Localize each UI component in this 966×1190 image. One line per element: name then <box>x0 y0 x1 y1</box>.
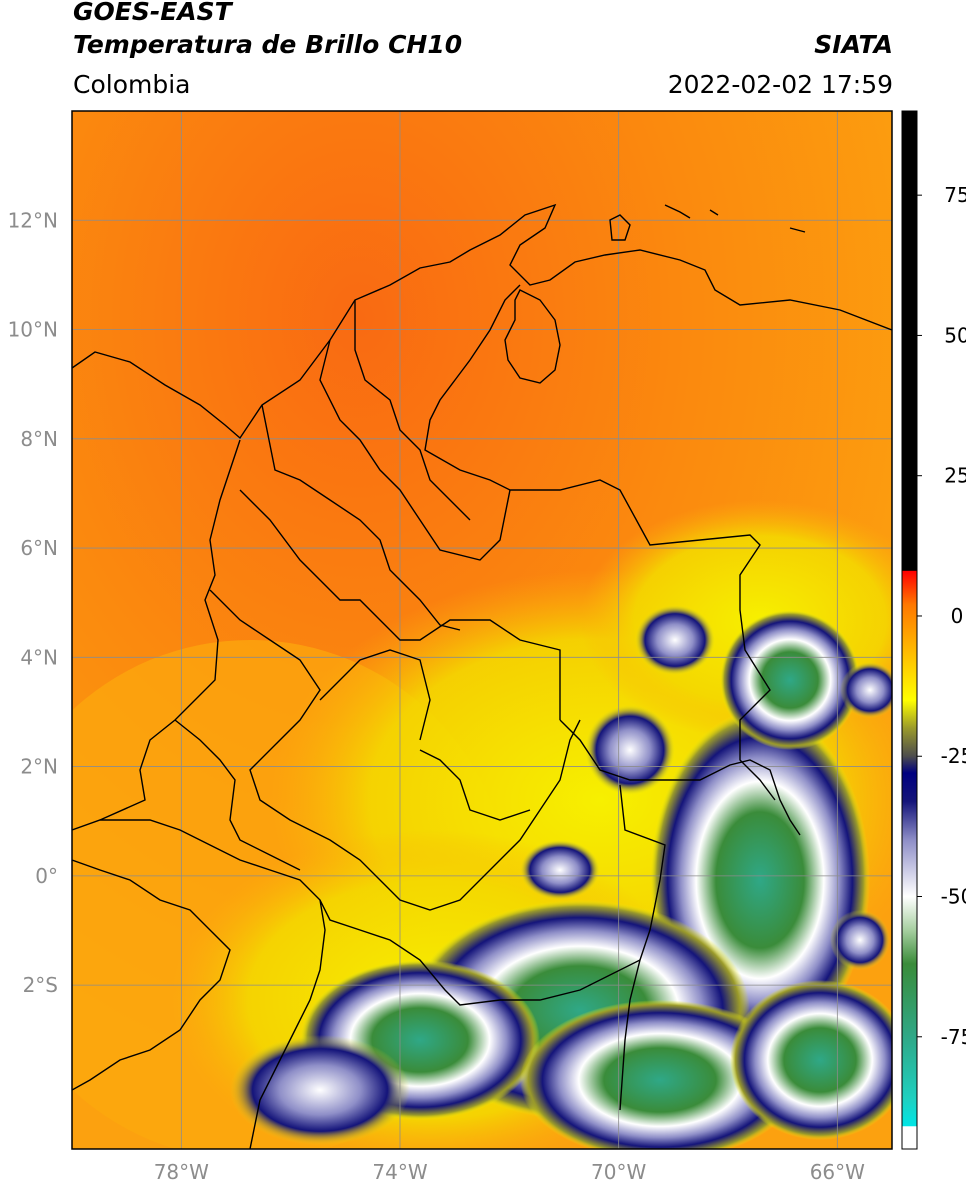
colorbar: 75 50 25 0 -25 -50 -75 <box>901 110 966 1150</box>
southern-border <box>619 784 666 1111</box>
internal-2 <box>319 339 511 561</box>
lat-tick-label: 6°N <box>20 536 58 560</box>
colorbar-tick-label: 0 <box>951 604 964 628</box>
lat-tick-label: 12°N <box>8 208 58 232</box>
lat-tick-label: 2°S <box>23 973 58 997</box>
islands <box>664 204 806 233</box>
lon-tick-label: 70°W <box>591 1160 646 1184</box>
lat-tick-label: 4°N <box>20 645 58 669</box>
colorbar-tick-label: 75 <box>944 183 966 207</box>
colorbar-tick-label: -50 <box>941 885 966 909</box>
colorbar-tick-label: -75 <box>941 1025 966 1049</box>
internal-7 <box>354 300 471 521</box>
pacific-coast <box>99 439 241 821</box>
colombia-brazil-border <box>559 719 801 836</box>
lake-maracaibo <box>504 289 561 384</box>
colorbar-tick-label: 50 <box>944 323 966 347</box>
internal-4 <box>209 589 581 911</box>
satellite-title: GOES-EAST <box>73 0 232 26</box>
lon-tick-label: 78°W <box>154 1160 209 1184</box>
internal-1 <box>261 404 461 631</box>
agency-label: SIATA <box>814 30 893 59</box>
map-frame <box>71 110 893 1150</box>
brightness-field <box>72 111 892 1149</box>
ecuador-coast <box>72 859 231 1091</box>
colorbar-tick-label: -25 <box>941 744 966 768</box>
boundaries <box>72 203 892 1149</box>
colorbar-tick-label: 25 <box>944 464 966 488</box>
colorbar-ticks: 75 50 25 0 -25 -50 -75 <box>917 183 966 1049</box>
longitude-ticks: 78°W 74°W 70°W 66°W <box>154 1160 865 1184</box>
internal-5 <box>419 749 531 821</box>
peru-coast <box>249 899 326 1149</box>
lat-tick-label: 8°N <box>20 427 58 451</box>
internal-8 <box>319 649 431 741</box>
colombia-venezuela-border <box>424 284 776 801</box>
lat-tick-label: 0° <box>35 864 58 888</box>
internal-6 <box>174 719 301 871</box>
colorbar-ramp <box>901 110 918 1150</box>
lat-tick-label: 10°N <box>8 318 58 342</box>
lon-tick-label: 66°W <box>810 1160 865 1184</box>
product-title: Temperatura de Brillo CH10 <box>73 30 463 59</box>
internal-3 <box>239 489 561 720</box>
region-label: Colombia <box>73 70 191 99</box>
graticule <box>72 111 892 1149</box>
peru-border <box>72 819 641 1006</box>
latitude-ticks: 12°N 10°N 8°N 6°N 4°N 2°N 0° 2°S <box>8 208 58 997</box>
aruba-curacao <box>609 214 631 241</box>
caribbean-coast <box>72 203 892 440</box>
lat-tick-label: 2°N <box>20 755 58 779</box>
lon-tick-label: 74°W <box>372 1160 427 1184</box>
datetime-label: 2022-02-02 17:59 <box>667 70 893 99</box>
